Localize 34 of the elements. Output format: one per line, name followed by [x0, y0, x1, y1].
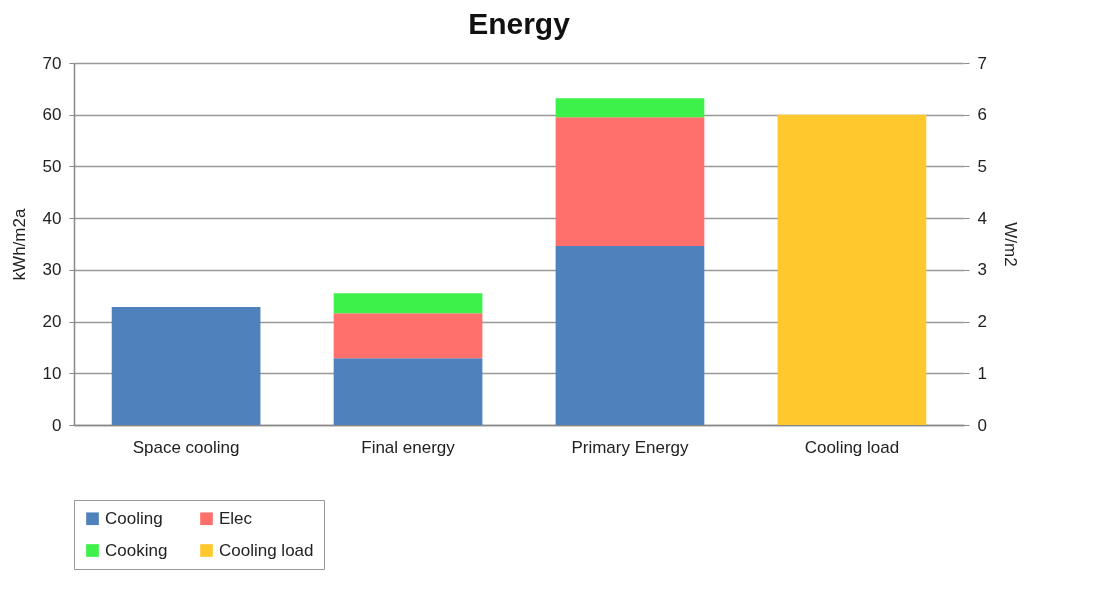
y-tick-label: 70 [42, 53, 62, 73]
y2-tick-label: 7 [977, 53, 987, 73]
bar [555, 117, 705, 247]
bar [555, 98, 705, 118]
y-tick-label: 0 [52, 415, 62, 435]
y2-tick-label: 2 [977, 312, 987, 332]
y2-axis-title: W/m2 [1000, 222, 1020, 267]
y-tick-label: 30 [42, 260, 62, 280]
bar [111, 307, 261, 425]
bar [333, 313, 483, 359]
y2-tick-label: 5 [977, 156, 987, 176]
y2-tick-label: 6 [977, 105, 987, 125]
y2-tick-label: 3 [977, 260, 987, 280]
chart-title: Energy [468, 7, 571, 40]
y-axis-title: kWh/m2a [9, 208, 29, 281]
y2-tick-label: 1 [977, 363, 987, 383]
legend-label: Elec [219, 508, 253, 528]
y2-tick-label: 0 [977, 415, 987, 435]
y-tick-label: 60 [42, 105, 62, 125]
x-tick-label: Final energy [361, 437, 456, 457]
legend-label: Cooking [105, 540, 168, 560]
legend-label: Cooling [105, 508, 163, 528]
y-tick-label: 50 [42, 156, 62, 176]
bar [555, 246, 705, 425]
legend-label: Cooling load [219, 540, 314, 560]
y-tick-label: 10 [42, 363, 62, 383]
y-tick-label: 40 [42, 208, 62, 228]
x-tick-label: Space cooling [132, 437, 240, 457]
x-tick-label: Primary Energy [571, 437, 690, 457]
bar [333, 358, 483, 425]
x-tick-label: Cooling load [804, 437, 900, 457]
y-tick-label: 20 [42, 312, 62, 332]
y2-tick-label: 4 [977, 208, 987, 228]
bar [333, 293, 483, 314]
